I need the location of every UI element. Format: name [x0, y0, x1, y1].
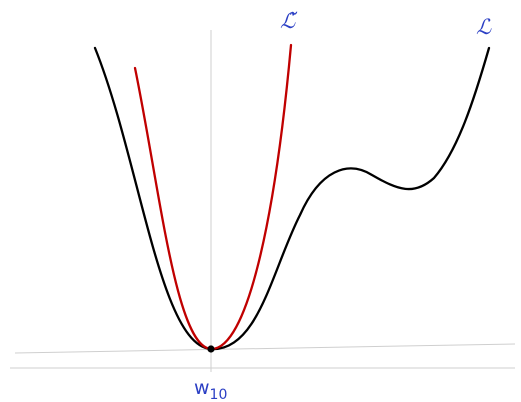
- point-label-base: w: [194, 377, 210, 399]
- surrogate-loss-curve: [133, 43, 293, 351]
- minimum-point: [207, 345, 215, 353]
- loss-curve: [93, 46, 491, 351]
- tangent-line: [14, 343, 516, 354]
- surrogate-loss-label: ℒ̃: [280, 9, 298, 33]
- point-label: w10: [194, 377, 227, 402]
- point-label-subscript: 10: [210, 387, 228, 402]
- loss-label: ℒ: [476, 15, 492, 39]
